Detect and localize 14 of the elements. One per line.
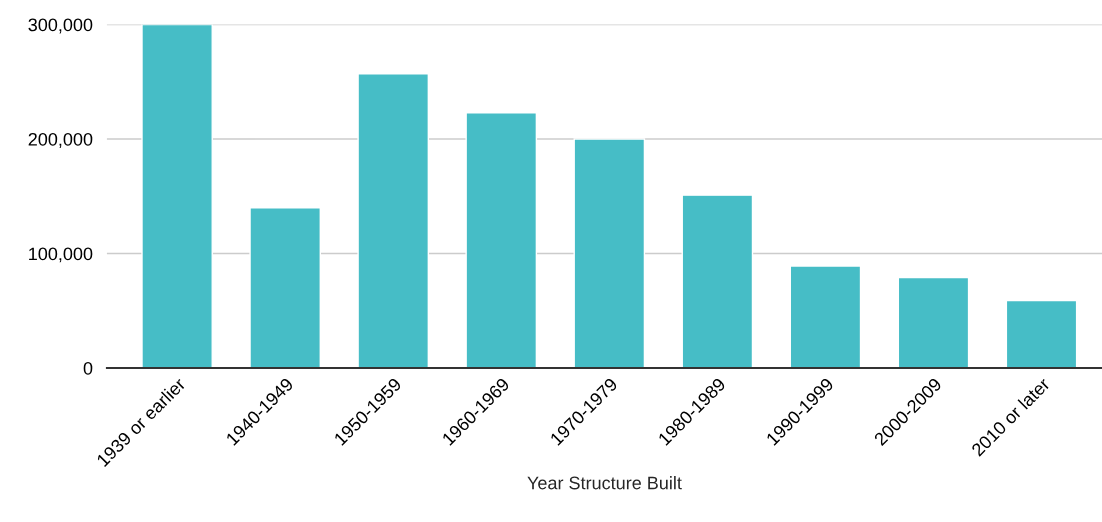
bar	[465, 111, 538, 369]
bar	[789, 265, 862, 369]
bar	[141, 24, 213, 369]
y-tick-label: 200,000	[28, 132, 93, 148]
y-tick-label: 100,000	[29, 247, 93, 263]
x-axis-title: Year Structure Built	[527, 476, 682, 490]
bar	[897, 276, 970, 369]
bar	[1005, 299, 1078, 369]
y-tick-label: 0	[83, 361, 93, 375]
bar	[249, 207, 321, 369]
y-tick-label: 300,000	[28, 18, 93, 34]
bar	[573, 138, 646, 369]
bar	[357, 73, 430, 369]
bar	[681, 194, 754, 369]
